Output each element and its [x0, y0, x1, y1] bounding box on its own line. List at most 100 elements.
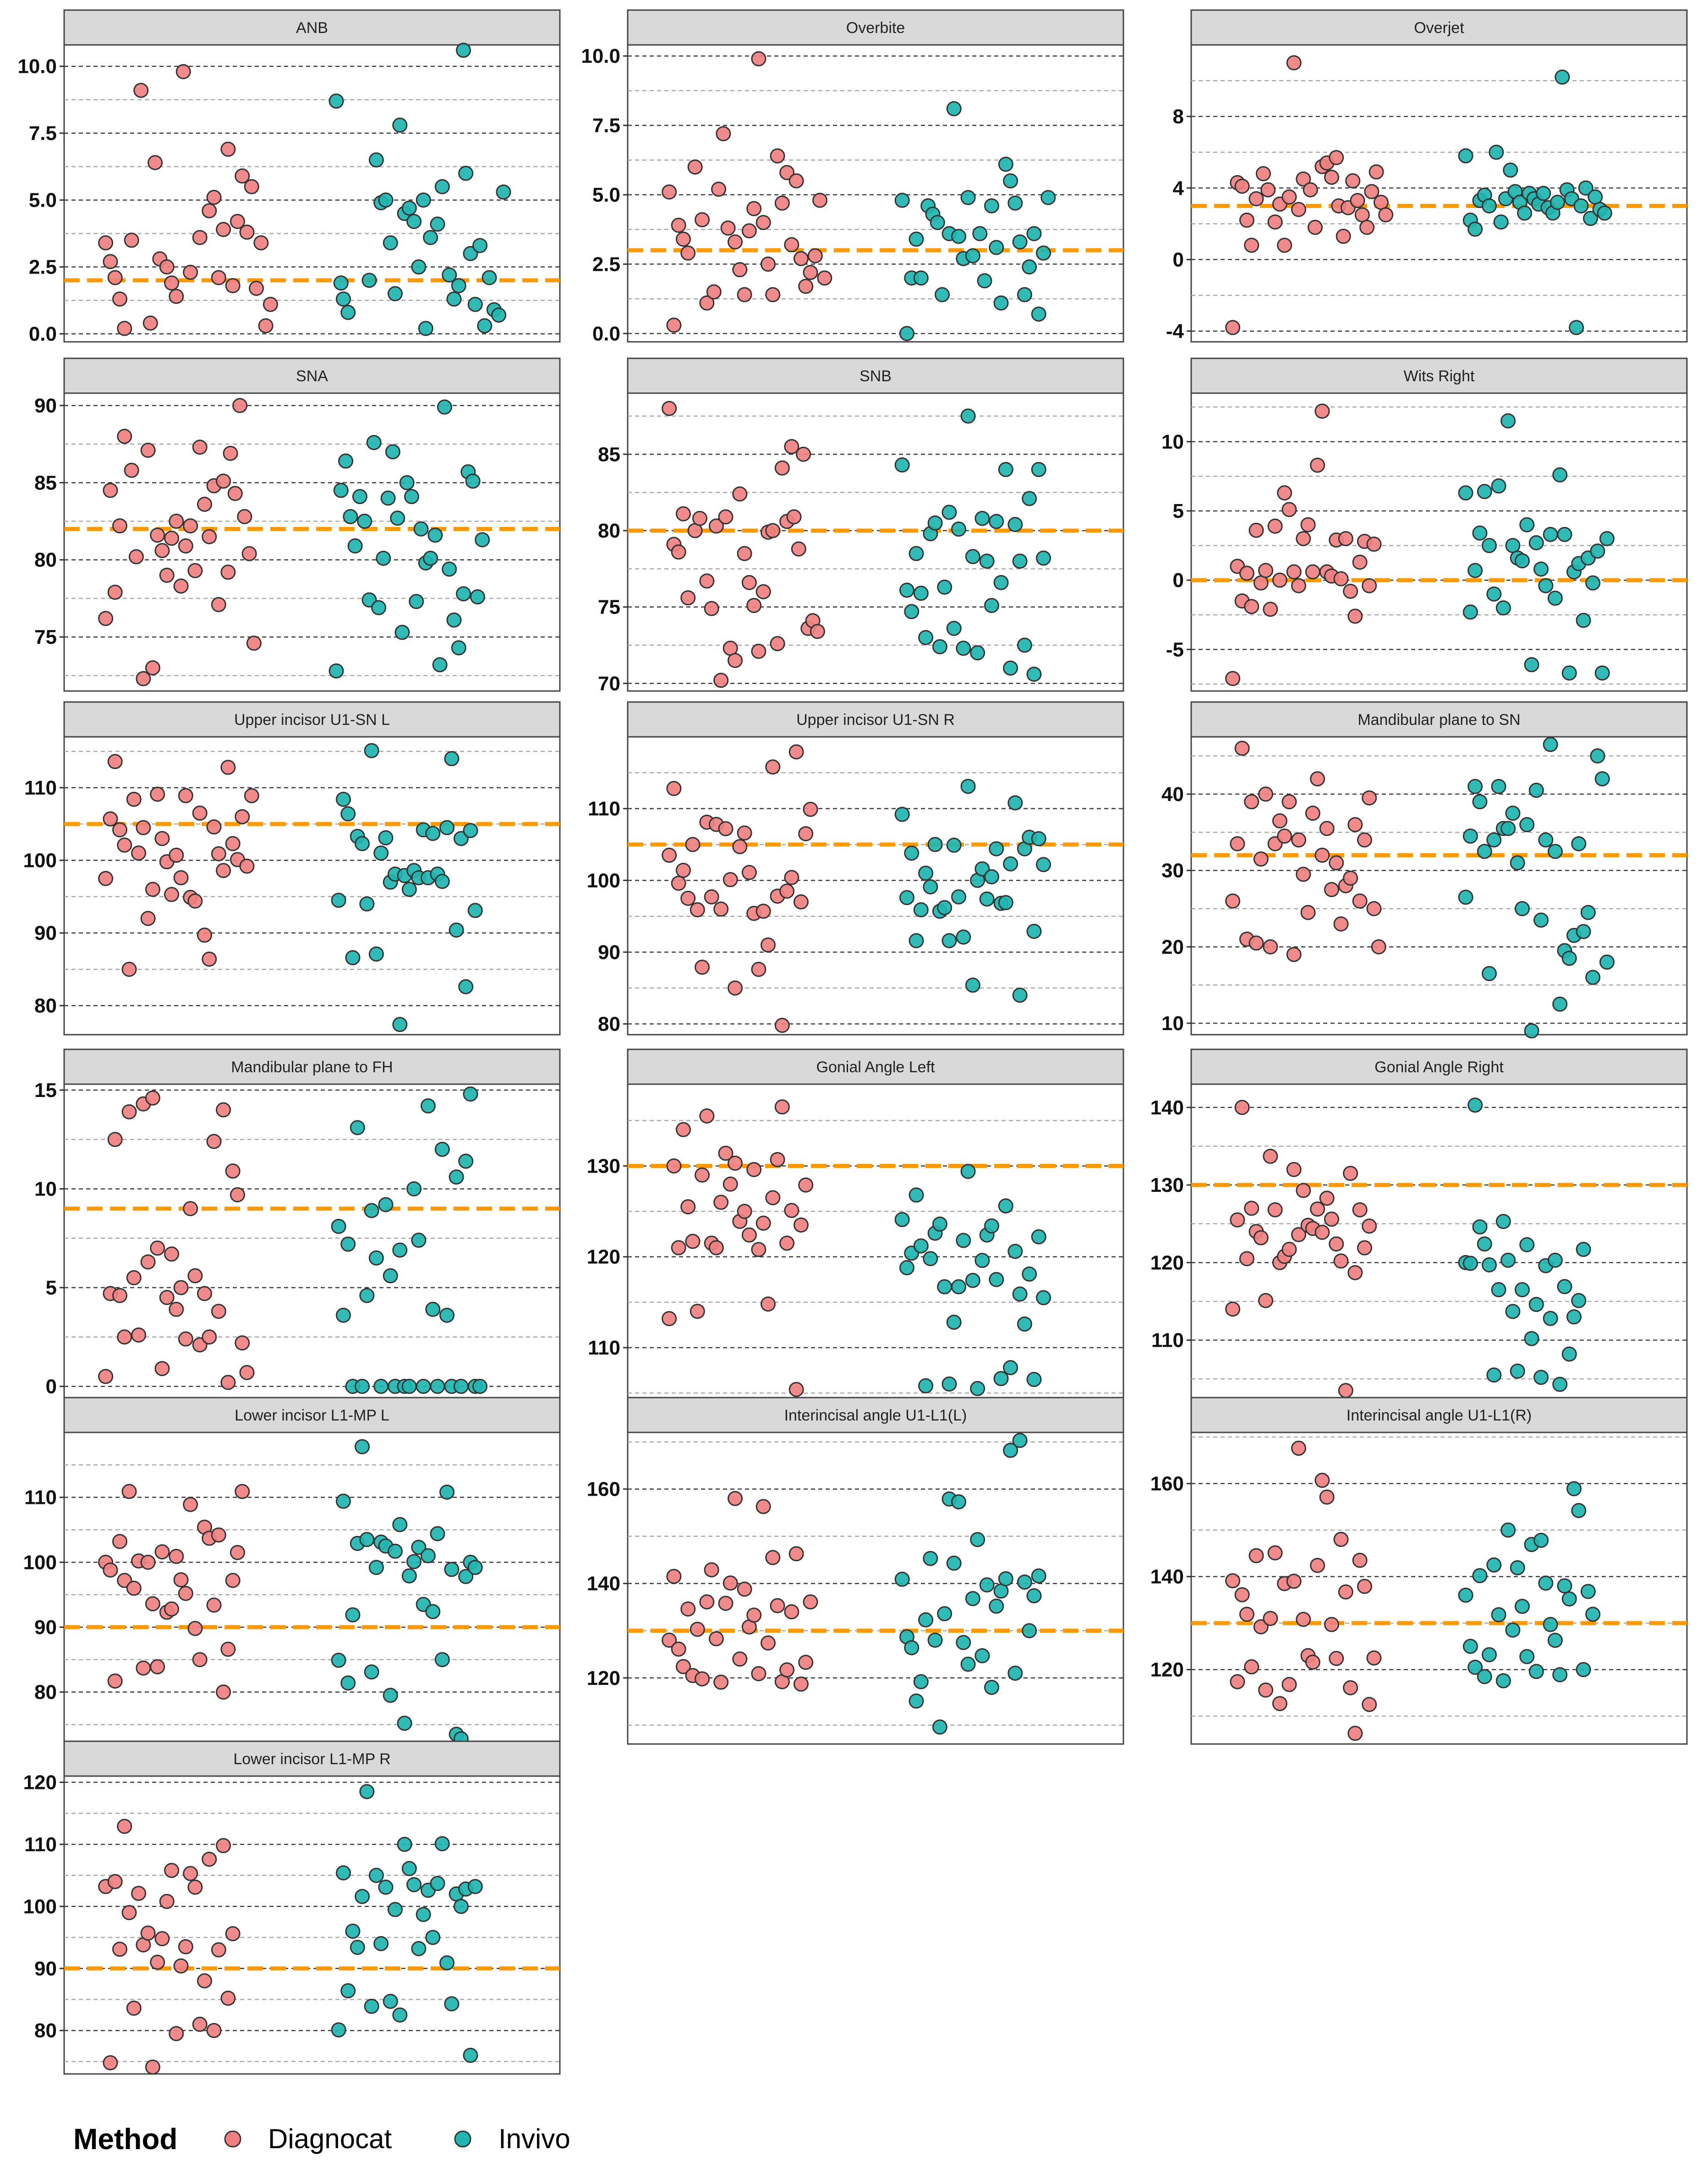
point-invivo — [956, 641, 971, 656]
point-diagnocat — [107, 1673, 123, 1689]
point-diagnocat — [1230, 1674, 1245, 1689]
point-diagnocat — [202, 1851, 217, 1867]
point-diagnocat — [1263, 1148, 1278, 1164]
point-invivo — [993, 295, 1009, 311]
panel-interincisal-angle-u1-l1-l: Interincisal angle U1-L1(L) 120 140 160 — [587, 1397, 1124, 1745]
point-invivo — [1583, 211, 1599, 226]
point-diagnocat — [779, 165, 795, 181]
panel-title: ANB — [296, 19, 328, 37]
legend-title: Method — [73, 2123, 178, 2156]
point-invivo — [946, 838, 962, 853]
point-diagnocat — [131, 1327, 147, 1343]
point-diagnocat — [1329, 1236, 1344, 1252]
point-invivo — [935, 287, 950, 302]
point-invivo — [946, 101, 962, 116]
point-invivo — [1599, 954, 1615, 970]
point-diagnocat — [202, 203, 217, 219]
point-diagnocat — [150, 1954, 165, 1970]
point-invivo — [1462, 604, 1478, 620]
point-diagnocat — [1369, 164, 1384, 180]
point-diagnocat — [1267, 1202, 1283, 1218]
y-tick-label: 110 — [588, 798, 620, 820]
y-tick-label: 0 — [46, 1376, 57, 1398]
point-invivo — [1576, 1242, 1591, 1257]
point-diagnocat — [718, 509, 734, 525]
plot-area — [63, 1775, 561, 2075]
point-diagnocat — [206, 819, 222, 835]
point-invivo — [1477, 484, 1492, 499]
point-diagnocat — [211, 1304, 226, 1319]
panel-strip — [63, 701, 561, 738]
point-diagnocat — [216, 1838, 231, 1854]
point-diagnocat — [192, 1652, 208, 1667]
point-diagnocat — [1267, 1545, 1283, 1561]
point-invivo — [1022, 259, 1037, 274]
point-diagnocat — [1357, 1240, 1372, 1256]
point-diagnocat — [685, 837, 701, 852]
point-invivo — [451, 640, 466, 656]
y-tick-label: 10 — [1161, 431, 1184, 453]
point-diagnocat — [1258, 1293, 1274, 1308]
point-diagnocat — [760, 937, 776, 953]
point-invivo — [392, 117, 408, 133]
point-diagnocat — [1244, 599, 1259, 614]
point-invivo — [899, 326, 914, 341]
point-invivo — [1486, 586, 1502, 602]
point-diagnocat — [103, 2055, 118, 2071]
point-invivo — [446, 612, 462, 628]
point-diagnocat — [798, 279, 814, 294]
point-diagnocat — [728, 1156, 743, 1171]
point-diagnocat — [1310, 1558, 1325, 1573]
point-invivo — [333, 275, 349, 291]
point-invivo — [392, 2007, 408, 2023]
point-invivo — [416, 1379, 431, 1394]
point-diagnocat — [202, 951, 217, 967]
point-diagnocat — [1281, 1677, 1297, 1692]
point-diagnocat — [737, 546, 752, 561]
point-diagnocat — [1272, 1696, 1287, 1711]
point-invivo — [993, 575, 1009, 590]
point-invivo — [1026, 666, 1042, 682]
y-tick-label: 80 — [34, 549, 57, 571]
point-invivo — [364, 1998, 379, 2014]
point-invivo — [1580, 1584, 1596, 1599]
point-diagnocat — [774, 1018, 790, 1033]
point-invivo — [423, 550, 438, 566]
point-diagnocat — [107, 1132, 123, 1147]
point-diagnocat — [810, 624, 825, 639]
point-invivo — [482, 270, 497, 285]
point-diagnocat — [708, 1631, 724, 1646]
point-diagnocat — [699, 1594, 715, 1610]
point-diagnocat — [192, 230, 208, 245]
point-invivo — [1505, 1304, 1521, 1319]
point-invivo — [434, 873, 450, 889]
point-invivo — [1585, 1607, 1601, 1622]
point-diagnocat — [1291, 578, 1307, 593]
point-invivo — [989, 841, 1004, 856]
point-invivo — [458, 1569, 474, 1584]
point-invivo — [470, 589, 485, 605]
point-invivo — [411, 1540, 427, 1555]
y-tick-label: 120 — [23, 1772, 57, 1794]
panel-title: Overjet — [1414, 19, 1464, 37]
point-invivo — [359, 1288, 375, 1303]
point-diagnocat — [169, 514, 184, 529]
point-diagnocat — [1314, 1473, 1330, 1488]
point-invivo — [942, 505, 957, 520]
point-diagnocat — [746, 201, 762, 216]
point-invivo — [1017, 1316, 1032, 1332]
point-diagnocat — [1248, 522, 1264, 538]
point-diagnocat — [178, 1331, 193, 1347]
point-invivo — [989, 1598, 1004, 1614]
panel-title: Lower incisor L1-MP L — [235, 1407, 389, 1424]
point-invivo — [984, 869, 999, 884]
point-diagnocat — [112, 1942, 127, 1957]
point-invivo — [496, 184, 511, 200]
point-diagnocat — [695, 212, 710, 228]
panel-overbite: Overbite 0.0 2.5 5.0 7.5 10.0 — [581, 9, 1124, 345]
point-invivo — [1486, 1367, 1502, 1383]
y-tick-label: 85 — [598, 443, 620, 466]
point-invivo — [1561, 665, 1577, 681]
point-diagnocat — [192, 2017, 208, 2032]
point-invivo — [918, 1378, 934, 1393]
